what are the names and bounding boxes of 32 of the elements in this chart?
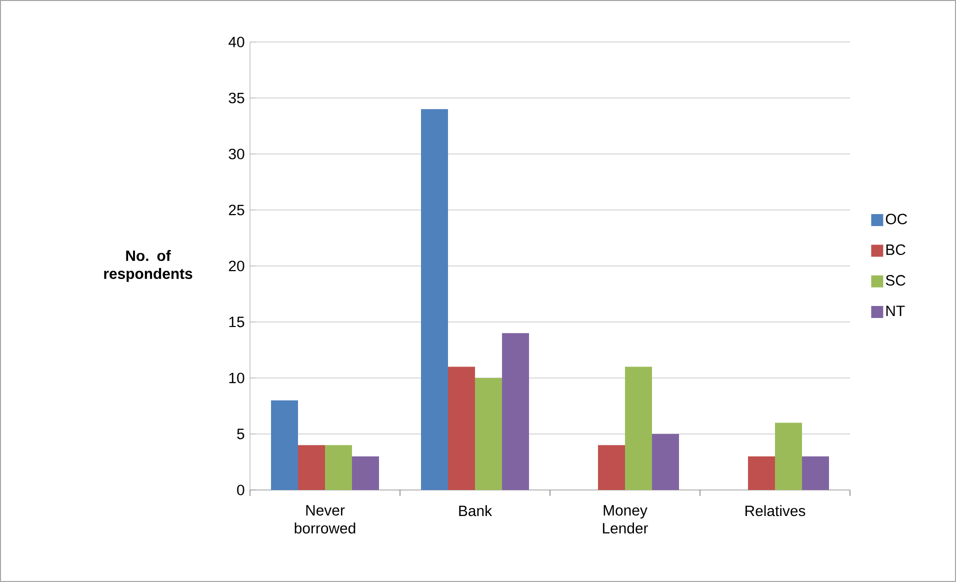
y-tick-label: 35	[228, 92, 244, 104]
bar	[475, 378, 502, 490]
x-tick-label: Never borrowed	[294, 505, 356, 534]
bar	[775, 422, 802, 490]
y-axis-title: No. of respondents	[104, 250, 192, 282]
bar	[271, 400, 298, 490]
bar	[625, 366, 652, 490]
y-tick-label: 5	[237, 428, 244, 440]
legend-label: NT	[886, 306, 905, 316]
y-tick-label: 20	[228, 260, 244, 272]
y-tick-label: 25	[228, 204, 244, 216]
legend-label: BC	[886, 244, 906, 255]
y-tick-label: 40	[228, 36, 244, 48]
bar	[598, 445, 626, 490]
bar	[802, 456, 830, 490]
y-tick-label: 0	[237, 484, 244, 496]
bar	[448, 366, 476, 490]
legend-label: OC	[886, 214, 908, 224]
x-tick-label: Money Lender	[602, 505, 648, 534]
y-tick-label: 15	[229, 316, 244, 328]
legend-label: SC	[886, 275, 906, 286]
x-tick-label: Relatives	[745, 505, 806, 516]
bar	[748, 456, 776, 490]
bar	[352, 456, 380, 490]
bar	[298, 445, 326, 490]
bar	[502, 333, 530, 490]
x-tick-label: Bank	[459, 505, 492, 516]
y-tick-label: 30	[228, 148, 244, 160]
y-tick-label: 10	[229, 372, 244, 384]
bar	[652, 434, 680, 490]
bar	[325, 445, 352, 490]
bar	[421, 109, 448, 490]
